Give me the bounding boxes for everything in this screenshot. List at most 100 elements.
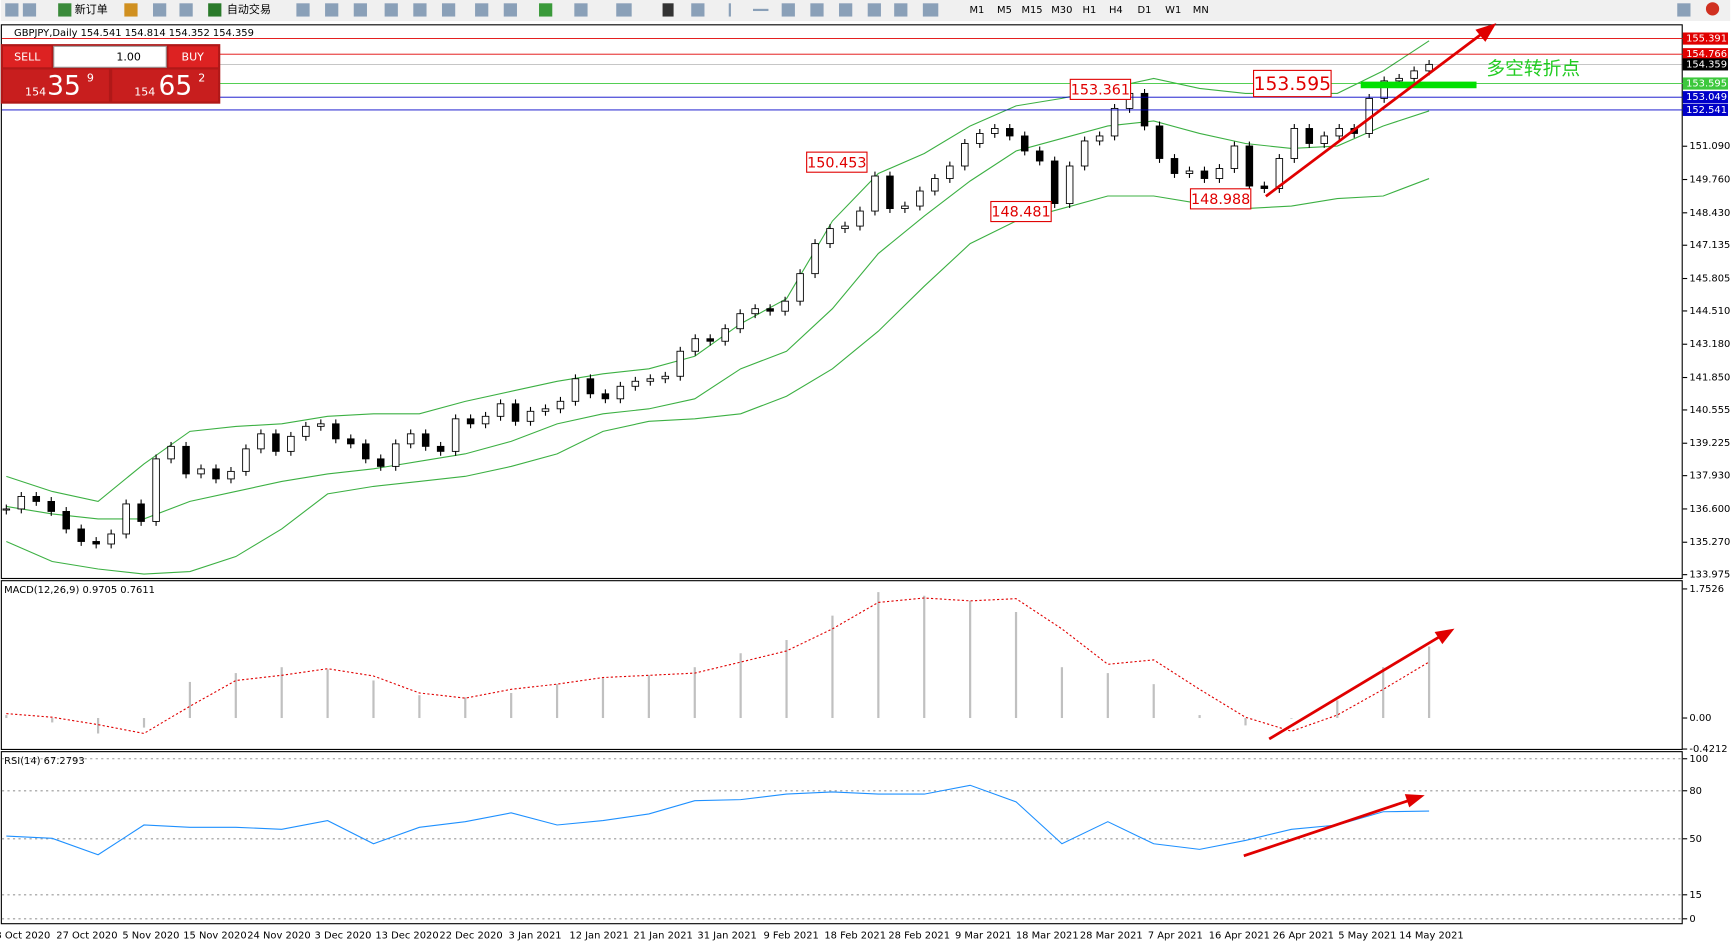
buy-price-pips: 65 bbox=[159, 71, 193, 102]
price-level-label: 154.359 bbox=[1686, 59, 1727, 70]
candle-body bbox=[92, 541, 100, 545]
icon[interactable] bbox=[539, 3, 553, 17]
candle-body bbox=[2, 508, 11, 511]
icon[interactable] bbox=[325, 3, 339, 17]
icon[interactable] bbox=[781, 3, 795, 17]
sell-price-point: 9 bbox=[87, 71, 94, 84]
icon[interactable] bbox=[922, 3, 939, 17]
lots-value[interactable]: 1.00 bbox=[116, 50, 141, 63]
timeframe-button[interactable]: W1 bbox=[1165, 5, 1181, 16]
timeframe-button[interactable]: D1 bbox=[1138, 5, 1152, 16]
buy-label[interactable]: BUY bbox=[182, 50, 205, 63]
trend-arrow bbox=[1265, 30, 1486, 198]
icon[interactable] bbox=[867, 3, 881, 17]
timeframe-button[interactable]: M5 bbox=[997, 5, 1012, 16]
icon[interactable] bbox=[22, 3, 37, 17]
sell-price-big: 154 bbox=[25, 86, 46, 99]
icon[interactable] bbox=[662, 3, 674, 17]
new-order-button[interactable]: 新订单 bbox=[75, 2, 108, 16]
x-tick-label: 14 May 2021 bbox=[1399, 930, 1464, 941]
sell-label[interactable]: SELL bbox=[14, 50, 41, 63]
x-tick-label: 15 Nov 2020 bbox=[183, 930, 246, 941]
icon[interactable] bbox=[503, 3, 517, 17]
candle-body bbox=[871, 175, 879, 212]
candle-body bbox=[481, 415, 490, 425]
buy-button[interactable] bbox=[168, 46, 219, 68]
icon[interactable] bbox=[153, 3, 167, 17]
price-level-label: 153.595 bbox=[1686, 79, 1727, 90]
y-tick-label: 137.930 bbox=[1689, 471, 1730, 482]
icon[interactable] bbox=[353, 3, 367, 17]
icon[interactable] bbox=[894, 3, 908, 17]
price-annotation: 148.988 bbox=[1191, 192, 1250, 208]
icon[interactable] bbox=[296, 3, 310, 17]
icon[interactable] bbox=[441, 3, 456, 17]
timeframe-button[interactable]: M15 bbox=[1021, 5, 1042, 16]
icon[interactable] bbox=[574, 3, 588, 17]
auto-trading-button[interactable]: 自动交易 bbox=[227, 2, 271, 16]
candle-body bbox=[1095, 135, 1104, 142]
candle-body bbox=[1170, 158, 1179, 174]
x-tick-label: 22 Dec 2020 bbox=[439, 930, 502, 941]
buy-price-point: 2 bbox=[198, 71, 205, 84]
candle-body bbox=[347, 438, 355, 445]
sell-button[interactable] bbox=[3, 46, 52, 68]
candle-body bbox=[1215, 168, 1224, 179]
timeframe-button[interactable]: M1 bbox=[969, 5, 984, 16]
price-level-label: 152.541 bbox=[1686, 105, 1727, 116]
buy-price-box[interactable] bbox=[112, 69, 219, 102]
icon[interactable] bbox=[124, 3, 138, 17]
timeframe-button[interactable]: H4 bbox=[1109, 5, 1123, 16]
timeframe-button[interactable]: H1 bbox=[1083, 5, 1097, 16]
icon[interactable] bbox=[5, 3, 19, 17]
lots-input[interactable] bbox=[53, 45, 167, 68]
icon[interactable] bbox=[58, 3, 72, 17]
candle-body bbox=[1065, 165, 1074, 204]
price-annotation-box bbox=[1253, 69, 1332, 98]
candle-body bbox=[826, 228, 834, 245]
candle-body bbox=[257, 433, 265, 450]
icon[interactable] bbox=[1705, 2, 1720, 16]
candle-body bbox=[1425, 63, 1433, 72]
sell-price-box[interactable] bbox=[3, 69, 109, 102]
candle-body bbox=[841, 225, 849, 230]
candle-body bbox=[1155, 125, 1164, 159]
candle-body bbox=[421, 433, 430, 447]
arrow-head bbox=[1404, 794, 1425, 808]
icon[interactable] bbox=[691, 3, 705, 17]
candle-body bbox=[1380, 80, 1388, 99]
x-tick-label: 7 Apr 2021 bbox=[1148, 930, 1203, 941]
timeframe-button[interactable]: MN bbox=[1193, 5, 1209, 16]
icon[interactable] bbox=[208, 3, 222, 17]
x-tick-label: 8 Oct 2020 bbox=[0, 930, 50, 941]
bollinger-upper bbox=[6, 40, 1430, 502]
x-tick-label: 12 Jan 2021 bbox=[569, 930, 628, 941]
turning-point-note: 多空转折点 bbox=[1486, 59, 1580, 80]
x-tick-label: 5 May 2021 bbox=[1338, 930, 1396, 941]
one-click-panel: SELL 1.00 BUY 154 35 9 154 65 2 bbox=[0, 44, 221, 104]
candle-body bbox=[796, 273, 804, 302]
candle-body bbox=[1230, 145, 1239, 169]
icon[interactable] bbox=[839, 3, 853, 17]
icon[interactable] bbox=[616, 3, 632, 17]
price-level-tag bbox=[1682, 58, 1728, 71]
chart-title: GBPJPY,Daily 154.541 154.814 154.352 154… bbox=[14, 28, 254, 39]
timeframe-button[interactable]: M30 bbox=[1051, 5, 1072, 16]
icon[interactable] bbox=[810, 3, 824, 17]
candle-body bbox=[47, 500, 56, 512]
candle-body bbox=[362, 443, 370, 460]
icon[interactable] bbox=[728, 3, 731, 17]
x-tick-label: 9 Feb 2021 bbox=[763, 930, 818, 941]
candle-body bbox=[302, 425, 310, 437]
icon[interactable] bbox=[384, 3, 398, 17]
y-tick-label: 149.760 bbox=[1689, 175, 1730, 186]
icon[interactable] bbox=[413, 3, 427, 17]
price-level-label: 155.391 bbox=[1686, 34, 1727, 45]
icon[interactable] bbox=[179, 3, 193, 17]
icon[interactable] bbox=[475, 3, 489, 17]
icon[interactable] bbox=[753, 8, 769, 12]
price-annotation: 153.595 bbox=[1254, 74, 1331, 95]
icon[interactable] bbox=[1677, 3, 1691, 17]
y-tick-label: 144.510 bbox=[1689, 306, 1730, 317]
